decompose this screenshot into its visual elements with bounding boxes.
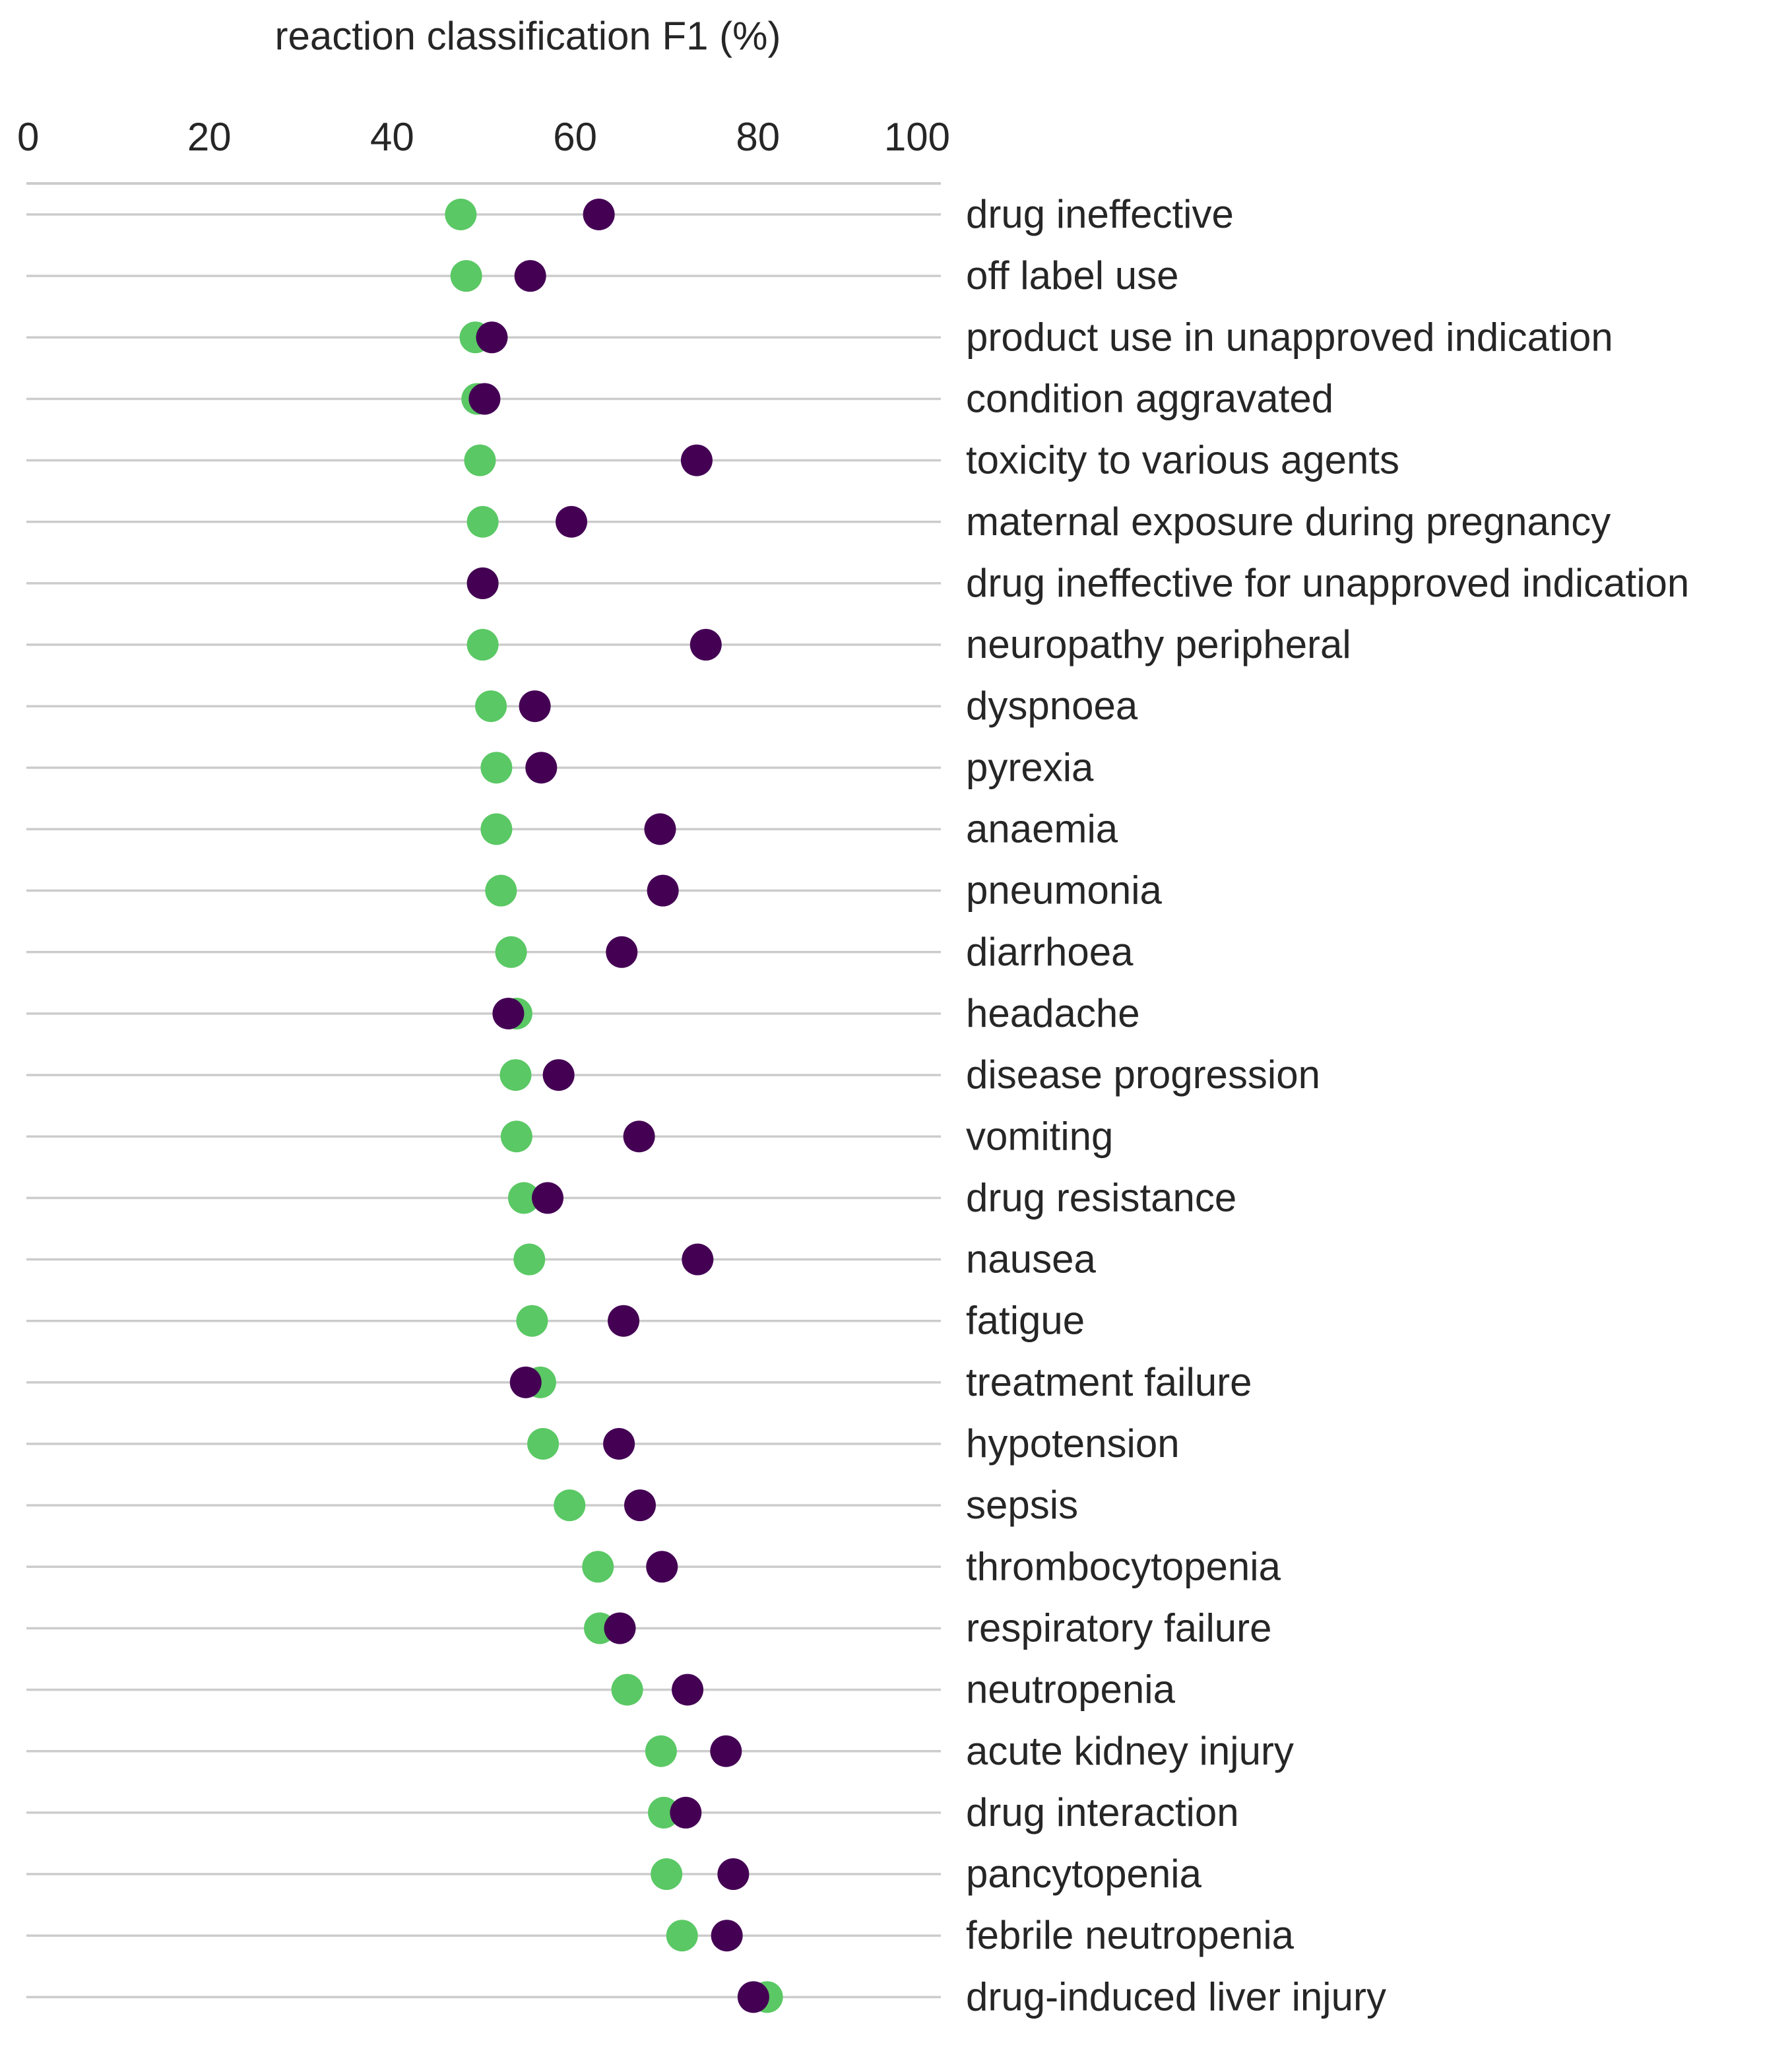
category-label: headache bbox=[966, 991, 1140, 1035]
data-point bbox=[672, 1673, 704, 1706]
data-point bbox=[480, 752, 513, 784]
data-point bbox=[604, 1612, 636, 1644]
category-label: febrile neutropenia bbox=[966, 1913, 1295, 1957]
category-label: drug-induced liver injury bbox=[966, 1974, 1386, 2019]
category-label: treatment failure bbox=[966, 1360, 1252, 1404]
data-point bbox=[710, 1735, 742, 1767]
data-point bbox=[689, 629, 722, 661]
data-point bbox=[608, 1305, 640, 1337]
data-point bbox=[624, 1489, 656, 1522]
category-label: hypotension bbox=[966, 1421, 1180, 1466]
category-label: pancytopenia bbox=[966, 1852, 1202, 1896]
data-point bbox=[480, 813, 513, 845]
data-point bbox=[492, 997, 525, 1029]
data-point bbox=[507, 1182, 540, 1214]
data-point bbox=[495, 936, 527, 968]
category-label: off label use bbox=[966, 253, 1178, 298]
data-point bbox=[476, 321, 508, 354]
data-point bbox=[670, 1796, 702, 1829]
category-label: pneumonia bbox=[966, 868, 1163, 913]
data-point bbox=[556, 505, 588, 538]
data-point bbox=[527, 1428, 560, 1460]
data-point bbox=[485, 874, 517, 907]
category-label: fatigue bbox=[966, 1299, 1085, 1343]
data-point bbox=[514, 260, 546, 292]
data-points bbox=[445, 199, 783, 2013]
category-label: drug ineffective for unapproved indicati… bbox=[966, 561, 1689, 605]
data-point bbox=[450, 260, 482, 292]
data-point bbox=[445, 199, 477, 230]
category-label: nausea bbox=[966, 1237, 1096, 1282]
x-tick-label: 40 bbox=[370, 115, 414, 159]
category-label: thrombocytopenia bbox=[966, 1544, 1281, 1588]
data-point bbox=[542, 1059, 575, 1091]
x-tick-label: 0 bbox=[17, 115, 39, 159]
data-point bbox=[525, 752, 558, 784]
data-point bbox=[682, 1243, 714, 1276]
category-label: vomiting bbox=[966, 1114, 1113, 1158]
data-point bbox=[499, 1059, 532, 1091]
data-point bbox=[513, 1243, 546, 1276]
data-point bbox=[623, 1120, 655, 1153]
category-label: drug resistance bbox=[966, 1175, 1236, 1219]
data-point bbox=[644, 813, 676, 845]
category-label: respiratory failure bbox=[966, 1606, 1272, 1650]
category-label: toxicity to various agents bbox=[966, 438, 1399, 482]
category-label: acute kidney injury bbox=[966, 1729, 1294, 1773]
data-point bbox=[516, 1305, 548, 1337]
data-point bbox=[611, 1673, 643, 1706]
data-point bbox=[554, 1489, 586, 1522]
data-point bbox=[466, 505, 499, 538]
data-point bbox=[509, 1366, 542, 1398]
x-tick-label: 80 bbox=[736, 115, 780, 159]
data-point bbox=[582, 1551, 614, 1583]
category-label: disease progression bbox=[966, 1053, 1320, 1097]
data-point bbox=[606, 936, 638, 968]
data-point bbox=[666, 1920, 698, 1952]
x-tick-labels: 0 20 40 60 80 100 bbox=[17, 115, 950, 159]
x-tick-label: 20 bbox=[187, 115, 232, 159]
data-point bbox=[500, 1120, 532, 1153]
data-point bbox=[737, 1981, 769, 2013]
data-point bbox=[466, 629, 499, 661]
category-label: dyspnoea bbox=[966, 684, 1138, 728]
category-label: maternal exposure during pregnancy bbox=[966, 500, 1611, 544]
data-point bbox=[532, 1182, 564, 1214]
data-point bbox=[711, 1920, 743, 1952]
data-point bbox=[646, 1551, 678, 1583]
x-tick-label: 100 bbox=[884, 115, 950, 159]
data-point bbox=[717, 1858, 750, 1891]
data-point bbox=[647, 874, 679, 907]
category-label: neuropathy peripheral bbox=[966, 622, 1351, 666]
data-point bbox=[648, 1796, 680, 1829]
category-label: condition aggravated bbox=[966, 376, 1333, 420]
category-label: diarrhoea bbox=[966, 930, 1134, 974]
data-point bbox=[645, 1735, 677, 1767]
category-gridlines bbox=[26, 213, 941, 1999]
data-point bbox=[468, 383, 501, 415]
category-label: drug ineffective bbox=[966, 192, 1234, 236]
category-label: drug interaction bbox=[966, 1790, 1239, 1834]
x-axis-label: reaction classification F1 (%) bbox=[275, 14, 781, 58]
data-point bbox=[583, 199, 615, 230]
data-point bbox=[651, 1858, 683, 1891]
x-tick-label: 60 bbox=[553, 115, 597, 159]
data-point bbox=[466, 567, 499, 599]
data-point bbox=[519, 690, 551, 723]
category-label: sepsis bbox=[966, 1483, 1078, 1527]
data-point bbox=[680, 444, 713, 476]
data-point bbox=[603, 1428, 635, 1460]
category-label: anaemia bbox=[966, 807, 1118, 851]
data-point bbox=[464, 444, 496, 476]
data-point bbox=[475, 690, 507, 723]
category-label: pyrexia bbox=[966, 745, 1094, 789]
category-label: neutropenia bbox=[966, 1668, 1176, 1712]
category-labels: drug ineffective off label use product use… bbox=[966, 192, 1689, 2019]
category-label: product use in unapproved indication bbox=[966, 315, 1613, 359]
